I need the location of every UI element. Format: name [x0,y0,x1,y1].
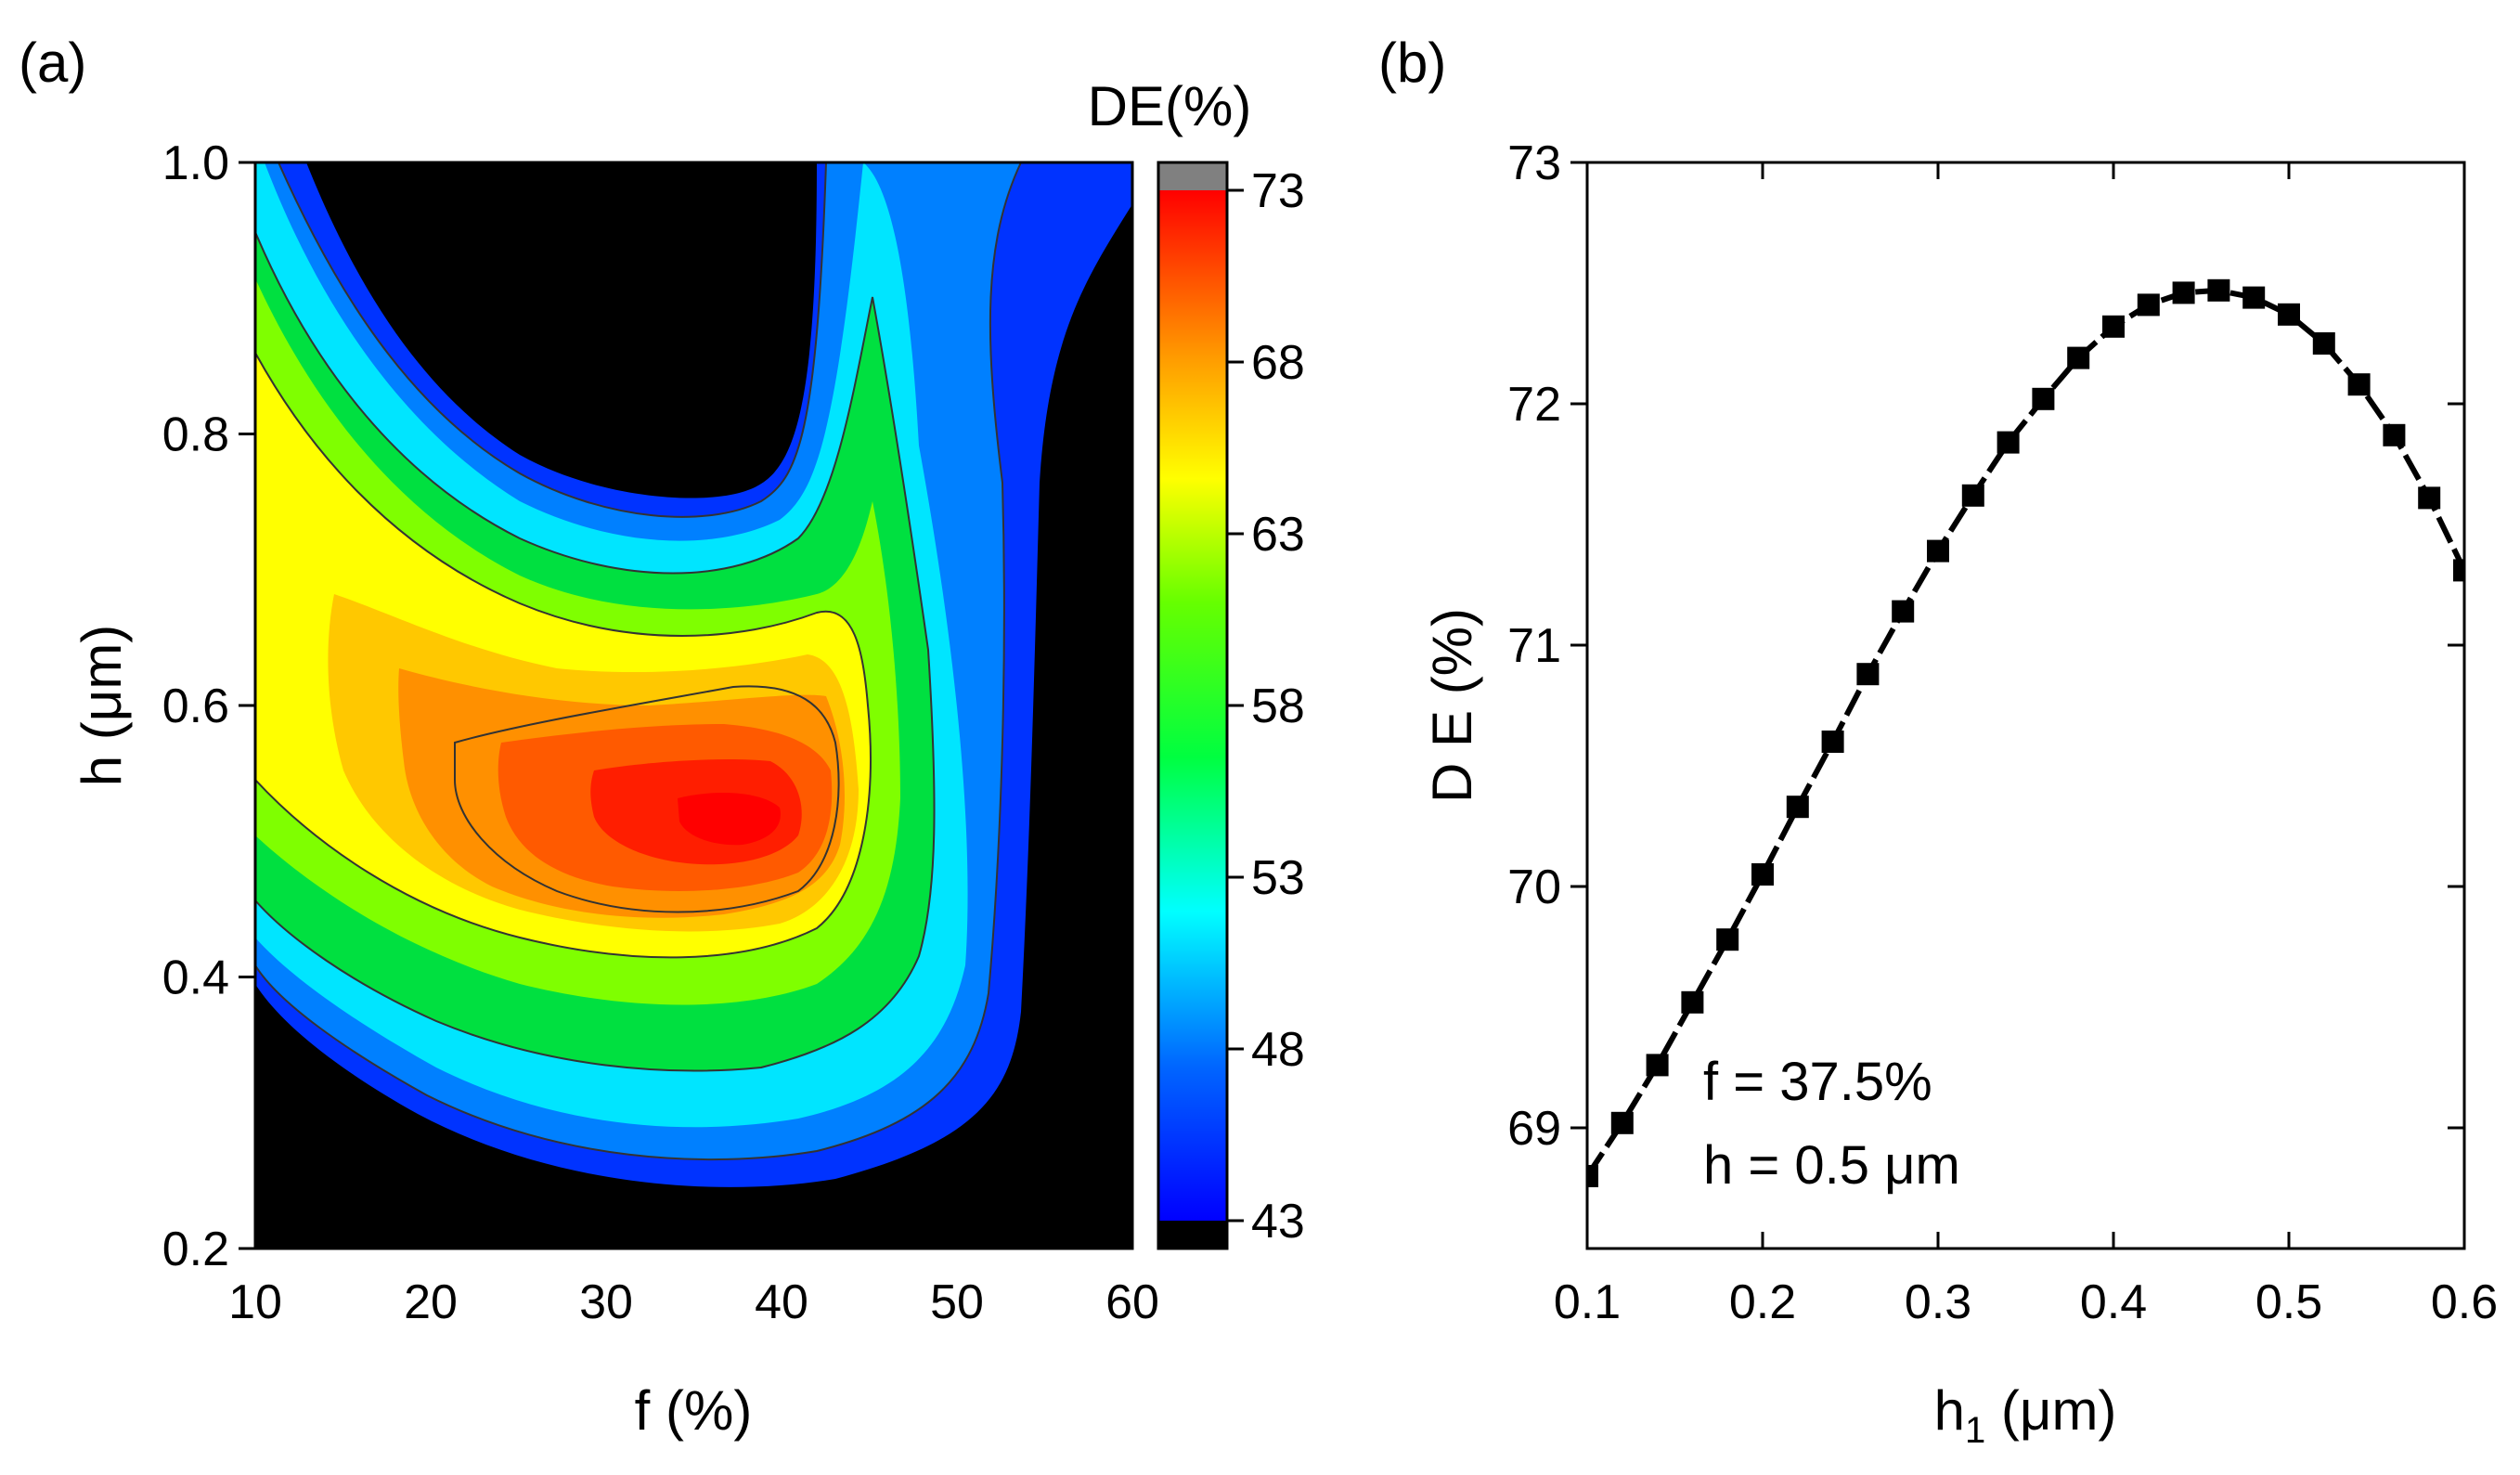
colorbar: DE(%) 73 68 63 58 53 48 43 [1088,75,1305,1250]
data-point [2137,293,2160,317]
data-point [2278,303,2300,326]
x-tick-label-a: 10 [228,1275,282,1329]
y-tick-label-b: 73 [1507,136,1561,190]
data-point [2312,332,2335,355]
data-point [2383,423,2406,446]
y-tick-label-a: 0.4 [162,951,229,1005]
y-tick-label-b: 71 [1507,619,1561,673]
data-point [2172,281,2195,304]
y-axis-title-b: D E (%) [1421,608,1483,803]
y-tick-label-a: 0.2 [162,1223,229,1276]
annotation-f: f = 37.5% [1703,1052,1932,1112]
data-point [2242,286,2266,309]
colorbar-gradient [1158,190,1227,1221]
x-tick-label-b: 0.5 [2255,1275,2322,1329]
data-point [1892,600,1915,623]
data-point [1786,796,1809,819]
series-line [1587,287,2464,1178]
data-point [2453,559,2464,582]
data-point [1681,990,1704,1014]
y-tick-label-b: 69 [1507,1102,1561,1156]
data-point [2102,315,2125,338]
panel-label-b: (b) [1378,32,1446,94]
x-tick-label-b: 0.3 [1905,1275,1971,1329]
y-tick-label-a: 1.0 [162,136,229,190]
data-point [2418,486,2441,510]
data-point [1646,1054,1669,1077]
colorbar-tick-label: 48 [1251,1023,1305,1077]
axis-b: 0.1 0.2 0.3 0.4 0.5 0.6 69 70 71 72 73 [1507,136,2498,1329]
line-plot: 0.1 0.2 0.3 0.4 0.5 0.6 69 70 71 72 73 f = 37.5% h… [1421,136,2498,1451]
panel-label-a: (a) [19,32,86,94]
colorbar-tick-label: 68 [1251,336,1305,390]
x-tick-label-b: 0.6 [2431,1275,2498,1329]
y-tick-label-a: 0.8 [162,408,229,462]
x-tick-label-b: 0.4 [2080,1275,2147,1329]
data-point [2032,387,2055,410]
colorbar-above-max [1158,162,1227,190]
x-axis-title-b: h1 (μm) [1934,1379,2117,1451]
data-point [1587,1165,1598,1187]
y-tick-label-b: 70 [1507,860,1561,914]
x-tick-label-a: 30 [579,1275,633,1329]
x-tick-label-b: 0.2 [1729,1275,1796,1329]
x-tick-label-a: 50 [930,1275,984,1329]
x-tick-label-b: 0.1 [1554,1275,1621,1329]
colorbar-ticks: 73 68 63 58 53 48 43 [1227,164,1305,1249]
y-axis-title-a: h (μm) [71,625,133,787]
data-point [1961,484,1984,507]
colorbar-tick-label: 63 [1251,508,1305,562]
colorbar-tick-label: 58 [1251,679,1305,733]
colorbar-tick-label: 73 [1251,164,1305,218]
x-tick-label-a: 60 [1105,1275,1159,1329]
colorbar-tick-label: 53 [1251,851,1305,905]
x-tick-label-a: 40 [755,1275,808,1329]
data-point [2067,346,2090,369]
data-point [1927,539,1949,563]
y-tick-label-b: 72 [1507,378,1561,432]
plot-frame-b [1585,161,2466,1250]
colorbar-below-min [1158,1221,1227,1249]
contour-plot: 10 20 30 40 50 60 0.2 0.4 0.6 0.8 1.0 f (%) h (μm) [71,136,1159,1442]
contour-fill-layers [255,162,1132,1249]
data-point [2207,278,2230,302]
data-point [1751,863,1774,886]
data-point [1610,1111,1634,1134]
contour-lines [255,162,1022,1161]
data-point [1997,431,2020,454]
y-tick-label-a: 0.6 [162,679,229,733]
colorbar-tick-label: 43 [1251,1195,1305,1249]
data-point [1821,731,1844,753]
data-point [1856,663,1880,686]
contour-peak [678,793,781,846]
series-markers [1587,278,2464,1187]
x-axis-title-a: f (%) [635,1379,753,1442]
axis-a: 10 20 30 40 50 60 0.2 0.4 0.6 0.8 1.0 [162,136,1159,1329]
x-tick-label-a: 20 [404,1275,458,1329]
annotation-h: h = 0.5 μm [1703,1135,1960,1196]
data-point [2347,373,2371,396]
data-point [1716,928,1739,951]
colorbar-label: DE(%) [1088,75,1252,137]
